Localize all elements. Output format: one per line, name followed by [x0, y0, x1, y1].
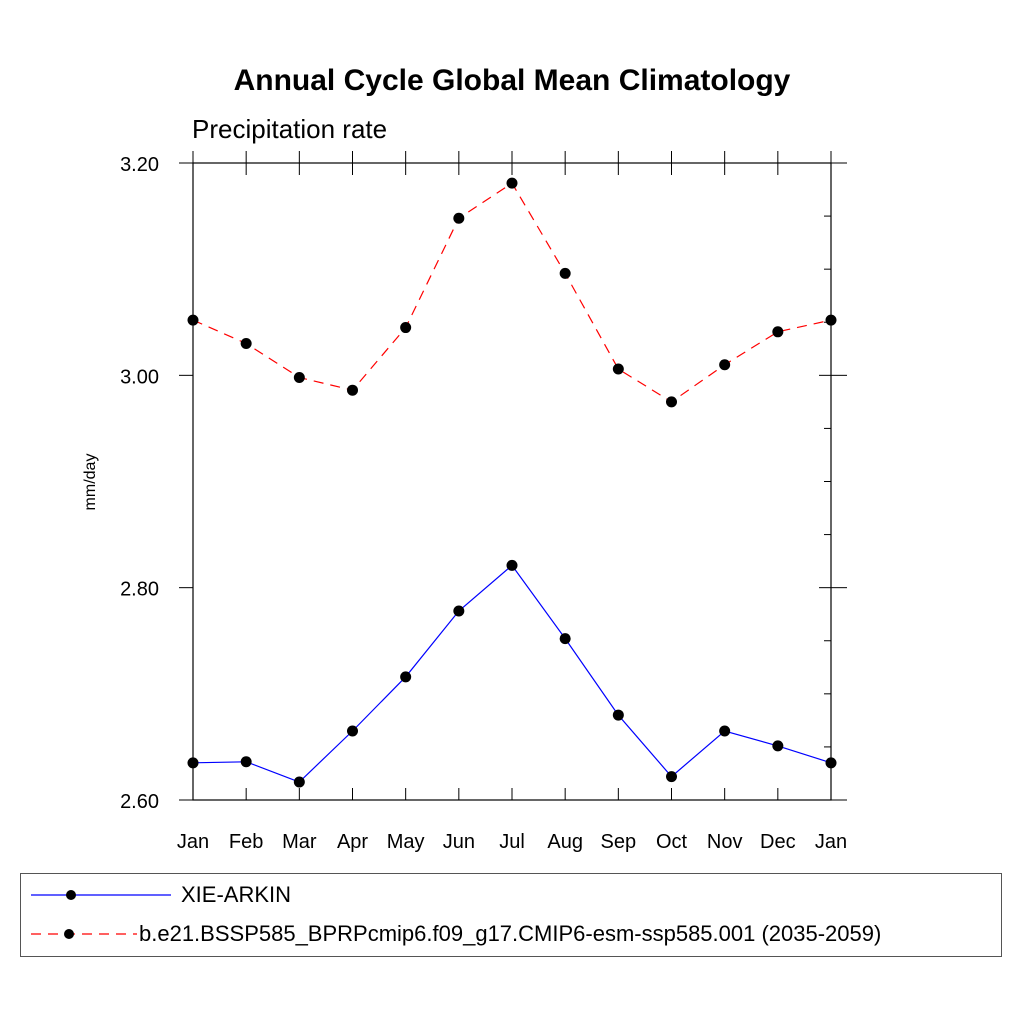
- x-tick-label: Aug: [547, 831, 583, 853]
- axis-ticks: Jan Feb Mar Apr May Jun Jul Aug Sep Oct Nov Dec Jan 2…: [120, 151, 847, 853]
- data-point-series-1: [719, 359, 731, 371]
- y-tick-label: 2.60: [120, 791, 159, 813]
- data-point-series-0: [400, 671, 412, 683]
- legend: XIE-ARKIN b.e21.BSSP585_BPRPcmip6.f09_g1…: [20, 873, 1002, 957]
- x-tick-label: Jan: [815, 831, 847, 853]
- legend-label: XIE-ARKIN: [181, 882, 292, 907]
- x-tick-label: Nov: [707, 831, 743, 853]
- data-point-series-1: [559, 267, 571, 279]
- y-tick-label: 2.80: [120, 579, 159, 601]
- legend-swatch-blue-solid: [31, 890, 171, 900]
- data-point-series-0: [666, 771, 677, 783]
- data-point-series-1: [453, 212, 465, 224]
- data-point-series-0: [719, 725, 731, 737]
- y-tick-label: 3.00: [120, 366, 159, 388]
- plot-frame: [192, 162, 832, 801]
- data-point-series-0: [293, 776, 305, 788]
- data-point-series-0: [240, 756, 252, 768]
- data-point-series-1: [400, 322, 412, 334]
- data-point-series-0: [772, 740, 784, 752]
- data-point-series-0: [612, 709, 624, 721]
- series-line-0: [192, 564, 832, 783]
- data-point-series-1: [772, 326, 784, 338]
- legend-item-ssp585: b.e21.BSSP585_BPRPcmip6.f09_g17.CMIP6-es…: [21, 917, 881, 951]
- x-tick-label: Mar: [282, 831, 317, 853]
- data-point-series-0: [347, 725, 358, 737]
- x-tick-label: Jan: [177, 831, 209, 853]
- data-point-series-0: [506, 559, 518, 571]
- data-point-series-0: [453, 605, 465, 617]
- data-point-series-1: [293, 371, 305, 383]
- data-point-series-1: [187, 314, 199, 326]
- data-point-series-0: [187, 757, 199, 769]
- x-tick-label: Oct: [656, 831, 688, 853]
- x-tick-label: Sep: [601, 831, 637, 853]
- chart-canvas: Annual Cycle Global Mean Climatology Pre…: [82, 64, 847, 853]
- legend-label: b.e21.BSSP585_BPRPcmip6.f09_g17.CMIP6-es…: [139, 921, 882, 946]
- series-layer: [187, 177, 837, 788]
- x-tick-label: May: [387, 831, 425, 853]
- y-tick-label: 3.20: [120, 154, 159, 176]
- legend-item-xie-arkin: XIE-ARKIN: [21, 878, 291, 912]
- data-point-series-1: [825, 314, 837, 326]
- x-tick-label: Jul: [499, 831, 525, 853]
- data-point-series-1: [506, 177, 518, 189]
- chart-title: Annual Cycle Global Mean Climatology: [234, 64, 791, 97]
- y-axis-label: mm/day: [82, 454, 99, 511]
- data-point-series-0: [559, 633, 571, 645]
- data-point-series-1: [240, 337, 252, 349]
- series-line-1: [192, 182, 832, 403]
- legend-swatch-red-dashed: [31, 929, 137, 939]
- data-point-series-1: [612, 363, 624, 375]
- x-tick-label: Dec: [760, 831, 796, 853]
- x-tick-label: Jun: [443, 831, 475, 853]
- chart-subtitle: Precipitation rate: [192, 114, 387, 144]
- x-tick-label: Feb: [229, 831, 263, 853]
- x-tick-label: Apr: [337, 831, 368, 853]
- data-point-series-1: [347, 384, 358, 396]
- data-point-series-1: [666, 396, 677, 408]
- data-point-series-0: [825, 757, 837, 769]
